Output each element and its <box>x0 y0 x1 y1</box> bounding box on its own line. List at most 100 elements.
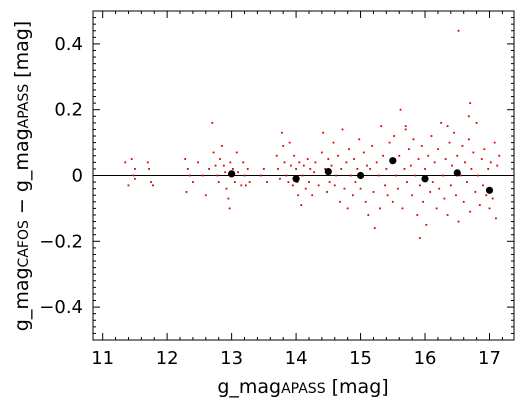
data-point <box>201 174 204 177</box>
data-point <box>429 191 432 193</box>
data-point <box>409 164 412 167</box>
data-point <box>295 168 297 170</box>
data-point <box>456 154 459 157</box>
data-point <box>418 237 421 239</box>
binned-mean-point <box>453 169 461 177</box>
data-point <box>356 168 359 170</box>
binned-mean-point <box>228 170 236 178</box>
data-point <box>244 184 247 187</box>
data-point <box>279 177 281 180</box>
binned-mean-point <box>292 175 300 183</box>
data-point <box>459 174 462 177</box>
data-point <box>476 174 479 177</box>
data-point <box>242 161 245 164</box>
data-point <box>453 131 455 134</box>
data-point <box>475 121 478 124</box>
data-point <box>197 161 199 164</box>
data-point <box>337 154 339 157</box>
data-point <box>232 168 234 170</box>
data-point <box>457 220 460 223</box>
data-point <box>134 168 136 170</box>
data-point <box>288 141 291 144</box>
data-point <box>491 197 494 200</box>
data-point <box>359 187 362 190</box>
data-point <box>345 161 348 164</box>
data-point <box>322 131 325 134</box>
data-point <box>489 161 492 164</box>
data-point <box>495 217 497 220</box>
data-point <box>186 168 189 170</box>
data-point <box>406 181 408 183</box>
y-axis-label: g_magCAFOS − g_magAPASS [mag] <box>11 21 33 331</box>
data-point <box>300 204 303 207</box>
data-point <box>275 154 278 157</box>
data-point <box>478 204 481 207</box>
data-point <box>382 154 385 157</box>
binned-mean-point <box>356 171 365 180</box>
data-point <box>358 138 361 141</box>
data-point <box>124 161 127 164</box>
data-point <box>349 174 352 177</box>
data-point <box>304 187 307 190</box>
binned-mean-point <box>421 175 429 183</box>
data-point <box>333 184 336 187</box>
data-point <box>446 214 449 216</box>
data-point <box>378 207 381 210</box>
data-point <box>385 168 388 170</box>
x-axis-label: g_magAPASS [mag] <box>217 376 388 398</box>
data-point <box>480 158 483 160</box>
data-point <box>462 200 465 203</box>
x-tick-label: 16 <box>414 348 437 369</box>
data-point <box>302 164 305 167</box>
data-point <box>224 171 227 174</box>
data-point <box>229 161 232 164</box>
data-point <box>291 184 294 187</box>
data-point <box>474 191 477 193</box>
data-point <box>152 184 154 187</box>
data-point <box>281 131 283 134</box>
data-point <box>493 141 496 144</box>
data-point <box>297 194 299 197</box>
y-tick-label: −0.4 <box>39 297 83 318</box>
data-point <box>225 187 228 190</box>
data-point <box>364 200 367 203</box>
data-point <box>362 151 365 154</box>
data-point <box>313 171 316 174</box>
data-point <box>285 174 288 177</box>
data-point <box>346 207 349 210</box>
data-point <box>214 164 217 167</box>
data-point <box>317 184 320 187</box>
data-point <box>498 154 501 157</box>
data-point <box>211 121 214 124</box>
data-point <box>420 144 423 147</box>
data-point <box>208 168 210 170</box>
data-point <box>457 29 460 32</box>
x-tick-label: 14 <box>285 348 308 369</box>
data-point <box>414 174 417 177</box>
data-point <box>425 223 428 226</box>
measurement-points <box>124 29 501 239</box>
data-point <box>449 184 452 187</box>
data-point <box>332 141 335 144</box>
data-point <box>408 148 410 151</box>
data-point <box>301 174 304 177</box>
data-point <box>416 214 419 216</box>
data-point <box>469 210 472 213</box>
data-point <box>343 187 346 190</box>
data-point <box>366 164 368 167</box>
data-point <box>134 177 136 180</box>
binned-mean-point <box>324 167 332 176</box>
x-tick-label: 11 <box>91 348 114 369</box>
data-point <box>388 141 391 144</box>
data-point <box>466 181 468 183</box>
data-point <box>395 174 397 177</box>
data-point <box>146 161 149 164</box>
data-point <box>185 191 188 193</box>
data-point <box>290 164 292 167</box>
data-point <box>216 174 219 177</box>
x-tick-label: 13 <box>220 348 243 369</box>
data-point <box>353 158 356 160</box>
data-point <box>339 200 341 203</box>
data-point <box>219 158 221 160</box>
